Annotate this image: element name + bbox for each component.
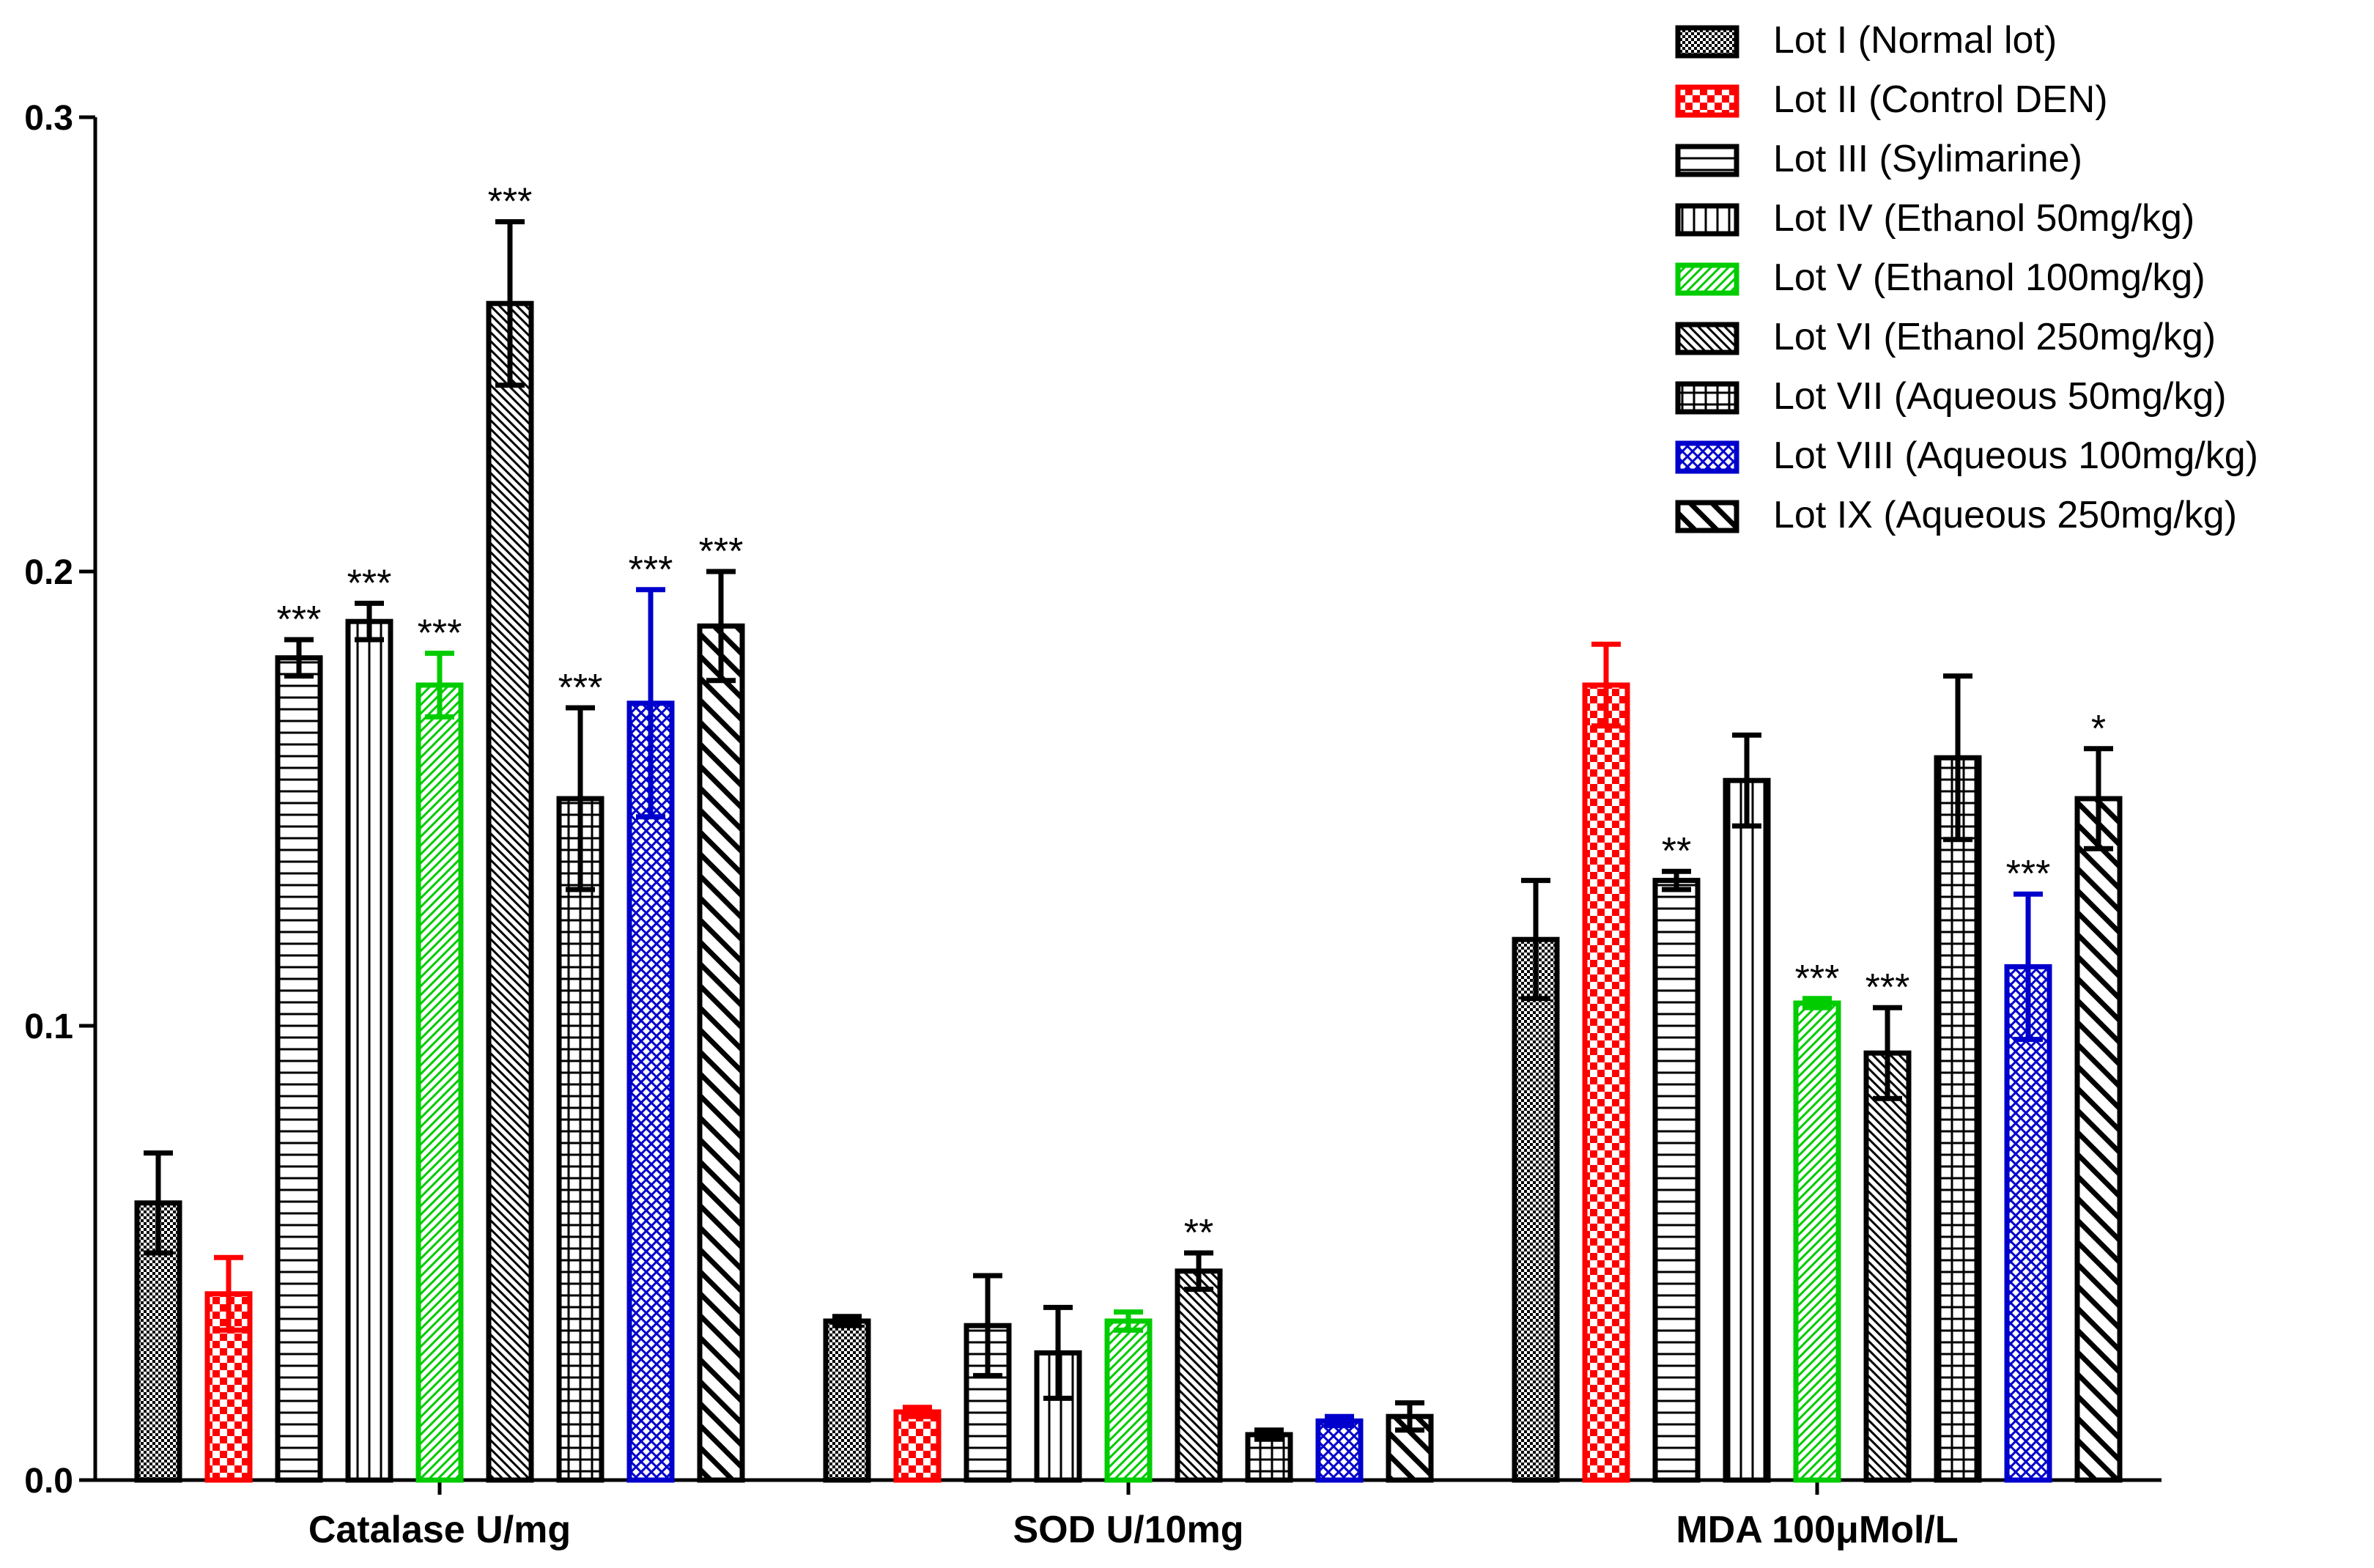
- bar: [2074, 796, 2123, 1483]
- x-category-label: Catalase U/mg: [308, 1509, 571, 1551]
- bar-group: ***: [486, 181, 534, 1483]
- legend-swatch: [1675, 262, 1739, 296]
- bar: [2004, 964, 2052, 1483]
- legend-label: Lot II (Control DEN): [1773, 78, 2108, 121]
- bar-group: [823, 1314, 871, 1483]
- bar-group: ***: [275, 599, 323, 1483]
- bar-group: **: [1652, 830, 1701, 1483]
- bar: [1723, 777, 1771, 1483]
- significance-label: **: [1662, 830, 1691, 873]
- y-tick-label: 0.1: [24, 1007, 73, 1046]
- significance-label: ***: [347, 562, 392, 604]
- bar-group: ***: [345, 562, 393, 1483]
- significance-label: ***: [277, 599, 322, 641]
- legend-swatch: [1675, 381, 1739, 415]
- bar: [1315, 1418, 1364, 1483]
- legend-label: Lot VI (Ethanol 250mg/kg): [1773, 316, 2216, 358]
- bar: [697, 623, 745, 1483]
- bar-group: ***: [697, 530, 745, 1483]
- bar-group: [1582, 641, 1630, 1483]
- bar-group: [1723, 732, 1771, 1483]
- y-tick-label: 0.3: [24, 99, 73, 138]
- legend-label: Lot IX (Aqueous 250mg/kg): [1773, 494, 2237, 536]
- bar-group: *: [2074, 708, 2123, 1483]
- significance-label: ***: [629, 549, 673, 591]
- bar: [1863, 1050, 1912, 1483]
- legend-label: Lot VII (Aqueous 50mg/kg): [1773, 375, 2227, 418]
- bar: [893, 1409, 942, 1483]
- bar: [556, 796, 604, 1483]
- bar: [823, 1318, 871, 1483]
- legend-swatch: [1675, 144, 1739, 177]
- legend-label: Lot I (Normal lot): [1773, 19, 2057, 62]
- significance-label: ***: [418, 613, 462, 655]
- bar: [626, 700, 675, 1483]
- significance-label: ***: [2006, 853, 2051, 895]
- significance-label: ***: [1795, 958, 1840, 1000]
- significance-label: ***: [558, 667, 603, 709]
- bar-group: **: [1175, 1212, 1223, 1483]
- legend-item: Lot II (Control DEN): [1675, 78, 2108, 121]
- bar-group: [964, 1273, 1012, 1483]
- x-category-label: MDA 100μMol/L: [1676, 1509, 1958, 1551]
- bar: [1652, 878, 1701, 1483]
- bar-group: [134, 1150, 182, 1483]
- bar: [1104, 1318, 1153, 1483]
- legend-item: Lot VIII (Aqueous 100mg/kg): [1675, 434, 2258, 477]
- x-category-label: SOD U/10mg: [1013, 1509, 1244, 1551]
- legend-item: Lot VII (Aqueous 50mg/kg): [1675, 375, 2227, 418]
- legend-swatch: [1675, 440, 1739, 474]
- legend-swatch: [1675, 500, 1739, 533]
- legend-item: Lot IX (Aqueous 250mg/kg): [1675, 494, 2237, 536]
- bar-group: [1934, 673, 1982, 1483]
- bar: [1793, 1000, 1841, 1483]
- bar-group: ***: [626, 549, 675, 1483]
- bar: [345, 618, 393, 1483]
- bar: [1582, 682, 1630, 1483]
- legend-item: Lot V (Ethanol 100mg/kg): [1675, 256, 2205, 299]
- legend-item: Lot I (Normal lot): [1675, 19, 2057, 62]
- bar-group: [1245, 1427, 1293, 1483]
- significance-label: ***: [488, 181, 533, 223]
- legend: Lot I (Normal lot) Lot II (Control DEN) Lo…: [1675, 19, 2258, 536]
- bar-group: [1512, 878, 1560, 1483]
- bar-group: ***: [556, 667, 604, 1483]
- bar-group: [1386, 1400, 1434, 1483]
- legend-label: Lot VIII (Aqueous 100mg/kg): [1773, 434, 2258, 477]
- bar-group: [1315, 1413, 1364, 1483]
- bar-group: ***: [1793, 958, 1841, 1483]
- y-tick-label: 0.0: [24, 1462, 73, 1501]
- bar-group: ***: [2004, 853, 2052, 1483]
- bar: [1512, 936, 1560, 1483]
- significance-label: **: [1184, 1212, 1213, 1254]
- bar-group: [204, 1254, 253, 1483]
- legend-label: Lot V (Ethanol 100mg/kg): [1773, 256, 2205, 299]
- bars: ****************** ********** *******: [134, 181, 2123, 1483]
- significance-label: ***: [699, 530, 744, 573]
- bar: [275, 655, 323, 1483]
- bar: [486, 300, 534, 1483]
- bar-group: [893, 1405, 942, 1483]
- legend-swatch: [1675, 84, 1739, 118]
- legend-swatch: [1675, 322, 1739, 355]
- y-tick-label: 0.2: [24, 553, 73, 592]
- legend-label: Lot IV (Ethanol 50mg/kg): [1773, 197, 2194, 240]
- significance-label: ***: [1865, 966, 1910, 1009]
- bar: [415, 682, 464, 1483]
- legend-swatch: [1675, 25, 1739, 59]
- legend-label: Lot III (Sylimarine): [1773, 138, 2082, 180]
- bar: [1934, 755, 1982, 1483]
- bar-group: ***: [1863, 966, 1912, 1483]
- bar-group: ***: [415, 613, 464, 1483]
- bar: [1175, 1268, 1223, 1483]
- legend-swatch: [1675, 203, 1739, 237]
- legend-item: Lot III (Sylimarine): [1675, 138, 2082, 180]
- significance-label: *: [2091, 708, 2106, 750]
- bar-group: [1034, 1304, 1082, 1483]
- legend-item: Lot IV (Ethanol 50mg/kg): [1675, 197, 2194, 240]
- legend-item: Lot VI (Ethanol 250mg/kg): [1675, 316, 2216, 358]
- bar-group: [1104, 1309, 1153, 1483]
